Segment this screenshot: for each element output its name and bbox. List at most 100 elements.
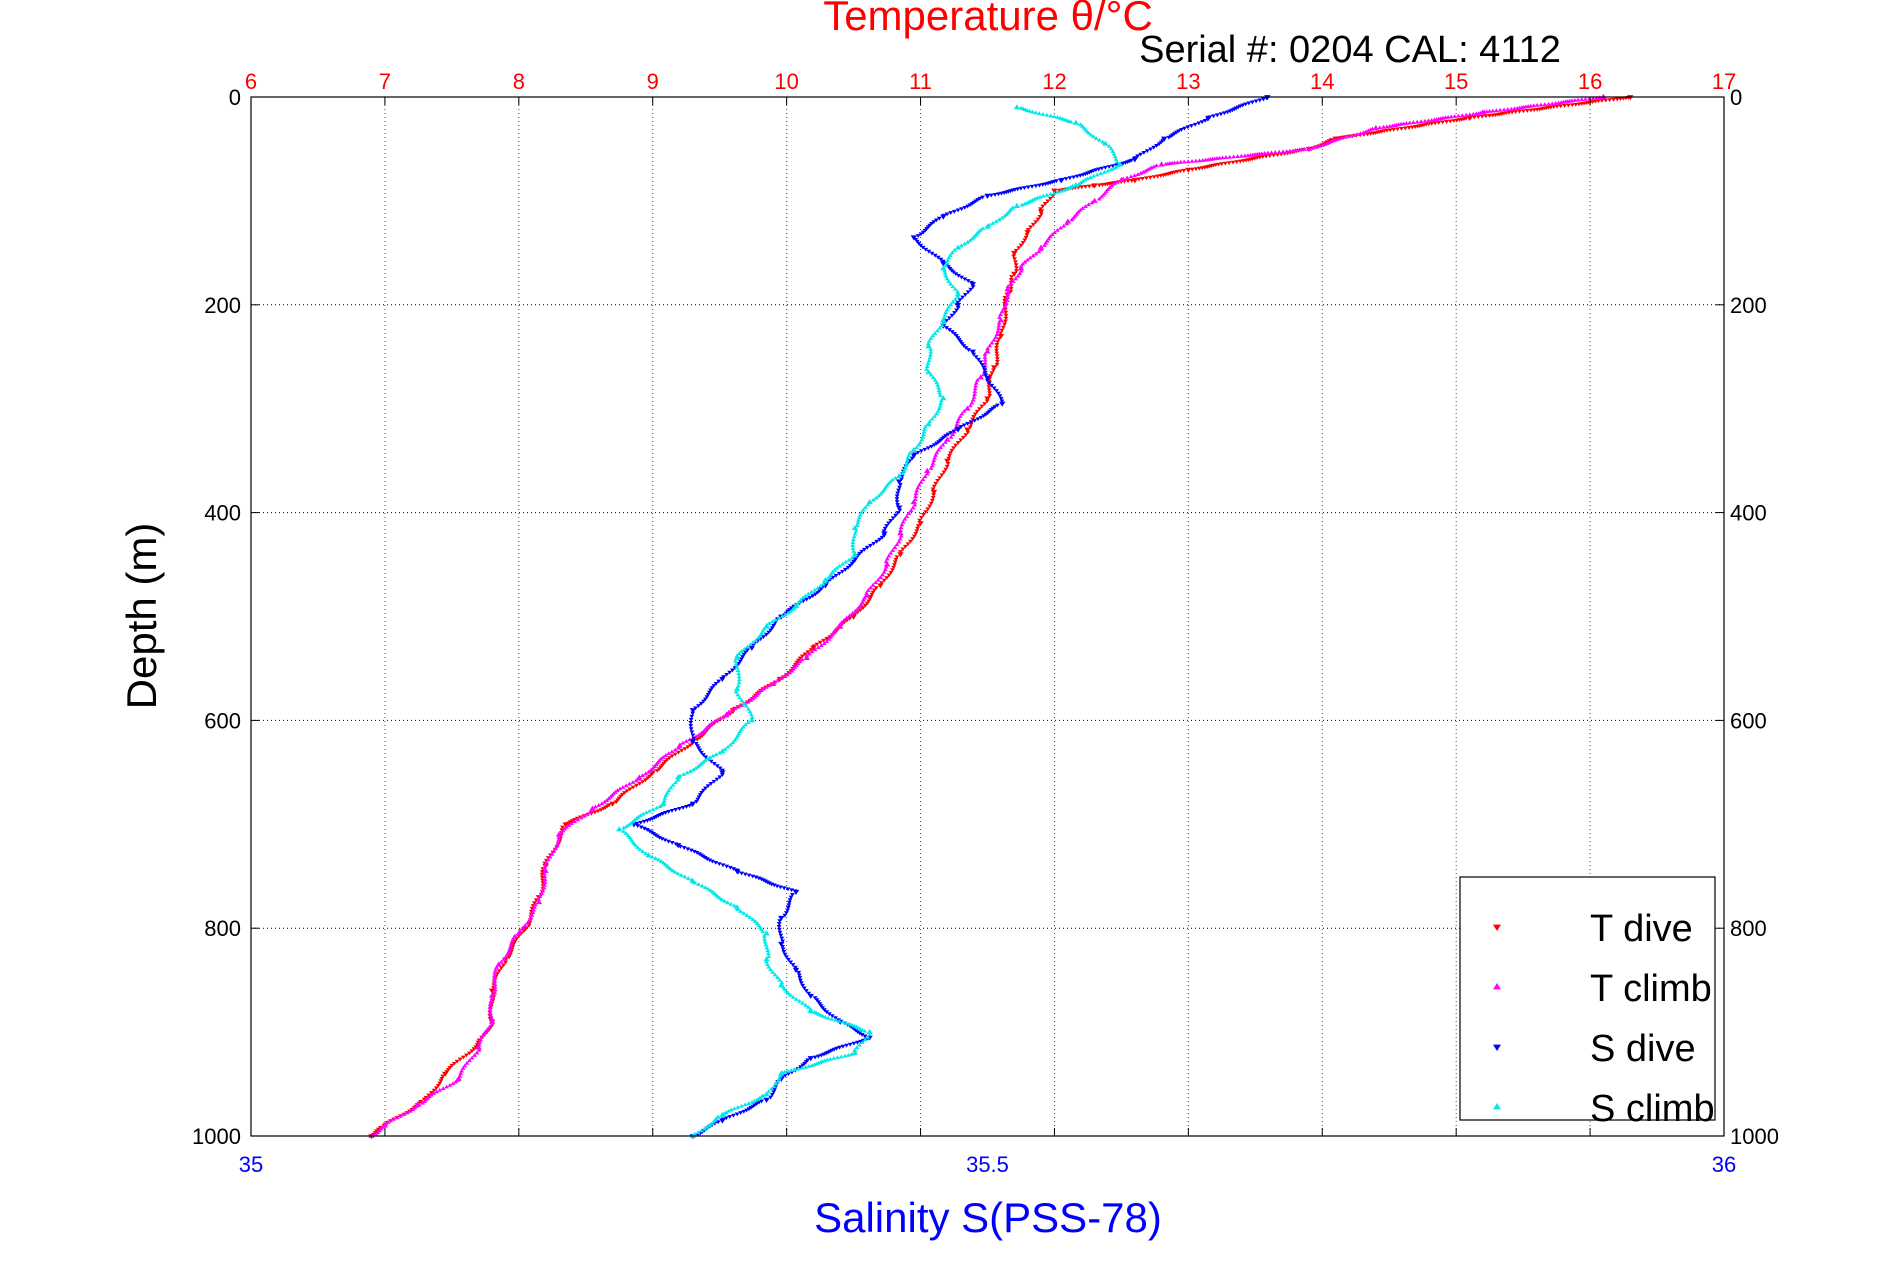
data-marker [447,1065,453,1070]
data-marker [1058,225,1063,230]
data-marker [1549,101,1555,106]
data-marker [926,358,932,363]
data-marker [746,1101,752,1105]
data-marker [440,1074,446,1079]
data-marker [553,846,559,851]
data-marker [1093,136,1099,140]
data-marker [741,1109,747,1114]
data-marker [444,1084,450,1089]
data-marker [812,996,818,1001]
data-marker [948,431,954,435]
data-point [733,686,741,692]
data-marker [641,826,647,831]
data-marker [696,704,701,708]
data-marker [732,738,738,742]
data-marker [503,954,509,959]
data-marker [904,513,910,518]
data-marker [488,1013,494,1018]
data-point [441,1071,449,1077]
data-marker [851,537,856,542]
data-marker [740,724,746,729]
data-marker [717,775,723,780]
data-marker [900,547,906,552]
data-point [763,956,770,962]
data-marker [1407,120,1413,125]
data-marker [955,208,961,213]
data-marker [1402,126,1408,131]
data-marker [851,534,857,539]
data-marker [1237,159,1243,164]
data-marker [643,771,649,776]
data-marker [849,555,855,560]
data-marker [788,992,793,997]
data-marker [1553,101,1559,105]
data-marker [1028,225,1034,230]
data-marker [836,1018,842,1023]
data-marker [1148,147,1153,152]
data-marker [951,446,956,451]
data-marker [593,804,598,809]
data-marker [799,1065,805,1070]
data-marker [829,1016,835,1021]
data-marker [978,360,983,365]
data-marker [635,824,641,828]
data-marker [857,604,863,609]
data-marker [471,1047,477,1052]
data-marker [653,856,659,860]
data-marker [901,468,907,473]
plot-frame [250,96,1725,1137]
data-marker [812,1055,818,1060]
data-marker [1566,103,1571,108]
data-marker [786,903,792,908]
data-marker [537,894,543,898]
data-marker [867,597,873,602]
data-marker [989,383,995,388]
data-marker [768,967,773,972]
data-marker [699,1128,704,1133]
data-marker [969,400,975,405]
series-s-dive [630,95,1271,1140]
data-point [778,915,785,922]
data-marker [837,1045,842,1050]
data-marker [736,671,742,676]
data-marker [900,519,906,524]
data-marker [790,963,796,967]
data-marker [1140,176,1145,181]
data-marker [894,500,900,505]
data-marker [1037,215,1043,219]
data-marker [1003,316,1009,321]
data-marker [1002,303,1008,308]
data-marker [640,780,646,784]
data-marker [763,632,769,637]
data-marker [708,782,714,786]
data-marker [668,866,673,871]
data-marker [812,647,818,652]
data-point [984,396,991,402]
data-marker [704,695,710,700]
data-marker [713,860,719,865]
data-marker [834,1046,840,1051]
data-marker [1005,292,1011,297]
data-marker [972,412,978,417]
data-marker [799,657,805,662]
legend-label: T climb [1590,968,1712,1010]
data-marker [702,1126,708,1131]
data-point [984,193,991,199]
data-point [984,348,991,354]
data-marker [868,585,873,590]
data-point [562,822,569,828]
data-marker [1436,120,1442,125]
data-marker [716,862,722,867]
data-marker [435,1084,441,1088]
data-marker [663,793,669,798]
data-marker [447,1082,453,1087]
data-marker [817,640,823,645]
data-marker [946,279,951,283]
data-marker [623,783,629,788]
data-marker [931,443,937,448]
data-marker [487,1001,493,1006]
data-marker [982,352,988,356]
data-marker [654,769,660,773]
legend-marker [1493,1103,1501,1110]
data-marker [862,1028,868,1033]
